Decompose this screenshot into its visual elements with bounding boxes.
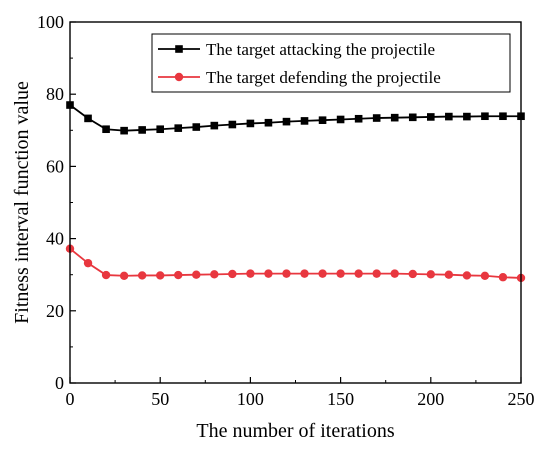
legend: The target attacking the projectile The t… <box>151 33 511 93</box>
data-point <box>462 271 472 280</box>
y-tick-label: 20 <box>46 301 64 321</box>
y-tick-label: 60 <box>46 156 64 176</box>
data-point <box>282 117 291 126</box>
data-point <box>445 112 453 121</box>
data-point <box>300 269 309 278</box>
data-point <box>372 114 381 122</box>
series-layer <box>65 101 526 283</box>
data-point <box>372 269 381 278</box>
data-point <box>192 123 201 131</box>
data-point <box>300 117 309 125</box>
data-point <box>390 269 399 278</box>
data-point <box>246 119 255 128</box>
data-point <box>264 118 273 127</box>
legend-marker <box>174 72 184 82</box>
x-tick-label: 0 <box>66 389 75 409</box>
data-point <box>463 112 471 121</box>
data-point <box>282 269 291 278</box>
legend-label: The target attacking the projectile <box>206 40 435 59</box>
data-point <box>354 269 363 278</box>
data-point <box>408 113 417 122</box>
legend-box <box>151 33 511 93</box>
series-2 <box>65 244 526 283</box>
series-1 <box>66 101 525 135</box>
x-tick-label: 200 <box>417 389 444 409</box>
data-point <box>192 270 201 279</box>
x-tick-label: 50 <box>151 389 169 409</box>
data-point <box>228 269 237 279</box>
data-point <box>480 271 490 280</box>
x-axis-title: The number of iterations <box>196 420 394 442</box>
data-point <box>120 126 128 135</box>
data-point <box>408 269 417 279</box>
data-point <box>210 270 219 279</box>
data-point <box>156 271 165 280</box>
data-point <box>119 271 129 280</box>
data-point <box>427 113 435 121</box>
y-axis-title: Fitness interval function value <box>11 81 33 324</box>
data-point <box>174 270 183 280</box>
data-point <box>390 113 399 122</box>
data-point <box>336 115 345 124</box>
x-tick-label: 250 <box>508 389 535 409</box>
series-line <box>69 104 521 132</box>
x-tick-label: 150 <box>327 389 354 409</box>
data-point <box>354 114 363 123</box>
data-point <box>318 269 327 278</box>
data-point <box>101 270 111 280</box>
data-point <box>84 114 92 123</box>
data-point <box>264 269 273 278</box>
data-point <box>426 270 435 279</box>
y-tick-label: 0 <box>55 373 64 393</box>
data-point <box>138 126 146 134</box>
data-point <box>336 269 345 278</box>
legend-label: The target defending the projectile <box>206 68 441 87</box>
legend-entries: The target attacking the projectile The t… <box>158 40 441 87</box>
data-point <box>137 271 147 280</box>
data-point <box>228 120 237 129</box>
data-point <box>498 273 508 282</box>
data-point <box>444 270 454 279</box>
legend-entry-1: The target attacking the projectile <box>158 40 435 59</box>
legend-entry-2: The target defending the projectile <box>158 68 441 87</box>
data-point <box>102 125 110 134</box>
series-line <box>69 248 522 279</box>
y-tick-label: 80 <box>46 84 64 104</box>
ticks: 0 50 100 150 200 250 0 20 40 60 80 100 <box>37 12 535 409</box>
y-tick-label: 100 <box>37 12 64 32</box>
data-point <box>499 112 507 121</box>
x-tick-label: 100 <box>237 389 264 409</box>
legend-marker <box>175 45 183 53</box>
data-point <box>481 112 489 121</box>
data-point <box>174 124 183 132</box>
data-point <box>156 125 164 134</box>
data-point <box>210 121 219 130</box>
data-point <box>83 258 93 268</box>
y-tick-label: 40 <box>46 229 64 249</box>
data-point <box>318 116 327 124</box>
data-point <box>246 269 255 278</box>
